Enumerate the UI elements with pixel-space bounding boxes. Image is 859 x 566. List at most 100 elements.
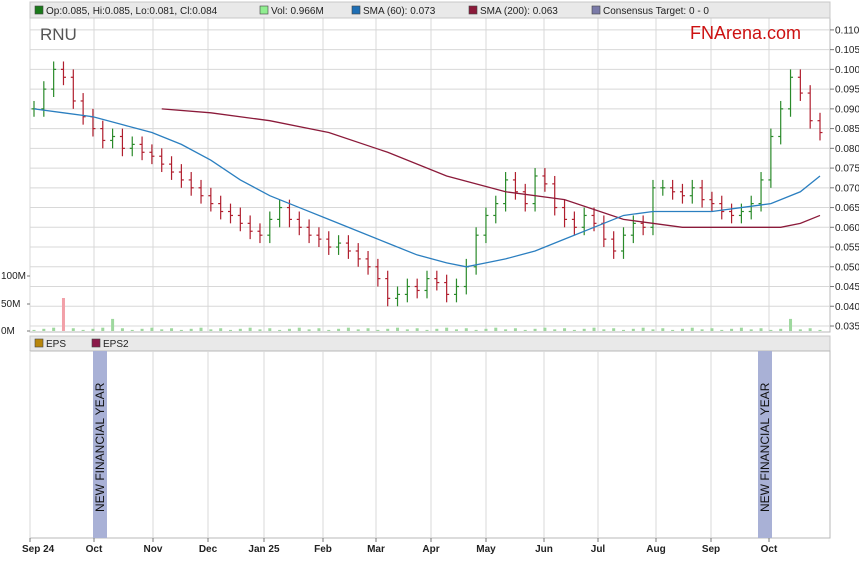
volume-bar xyxy=(504,329,508,331)
volume-bar xyxy=(81,329,85,331)
volume-bar xyxy=(219,328,223,331)
price-gridlines xyxy=(29,18,830,332)
volume-bar xyxy=(474,329,478,331)
y-tick-label: 0.080 xyxy=(835,144,859,155)
x-tick-label: Sep 24 xyxy=(22,544,55,555)
legend-bottom: EPS EPS2 xyxy=(34,338,129,350)
volume-bar xyxy=(661,328,665,331)
volume-bar xyxy=(602,329,606,331)
volume-bar xyxy=(513,328,517,331)
volume-bar xyxy=(533,328,537,331)
volume-bar xyxy=(572,329,576,331)
x-tick-label: Feb xyxy=(314,544,332,555)
x-tick-label: Dec xyxy=(199,544,218,555)
volume-bar xyxy=(464,328,468,331)
financial-year-band xyxy=(93,351,107,538)
volume-bar xyxy=(307,329,311,331)
legend-label: SMA (200): 0.063 xyxy=(480,6,558,17)
legend-label: SMA (60): 0.073 xyxy=(363,6,436,17)
eps-gridlines xyxy=(29,351,770,538)
volume-tick-label: 100M xyxy=(1,271,26,282)
volume-bar xyxy=(435,328,439,331)
volume-bar xyxy=(229,329,232,331)
legend-swatch xyxy=(351,5,361,15)
legend-top: Op:0.085, Hi:0.085, Lo:0.081, Cl:0.084 Vo… xyxy=(34,5,709,17)
volume-bar xyxy=(494,327,498,331)
volume-bar xyxy=(730,328,734,331)
volume-bars xyxy=(32,298,822,331)
volume-bar xyxy=(789,318,793,331)
y-tick-label: 0.035 xyxy=(835,322,859,333)
volume-bar xyxy=(366,328,370,331)
volume-bar xyxy=(376,329,380,331)
volume-bar xyxy=(91,328,95,331)
volume-bar xyxy=(42,328,46,331)
volume-bar xyxy=(543,327,547,331)
x-axis-ticks: Sep 24 Oct Nov Dec Jan 25 Feb Mar Apr May Jun Jul A… xyxy=(22,538,778,555)
volume-bar xyxy=(553,329,557,331)
volume-bar xyxy=(101,327,105,331)
volume-bar xyxy=(445,327,449,331)
volume-bar xyxy=(356,329,360,331)
legend-swatch xyxy=(259,5,269,15)
y-tick-label: 0.105 xyxy=(835,45,859,56)
eps-legend-bar xyxy=(29,335,831,352)
volume-bar xyxy=(71,328,75,331)
volume-bar xyxy=(179,329,183,331)
y-tick-label: 0.075 xyxy=(835,164,859,175)
price-panel xyxy=(29,17,831,333)
volume-bar xyxy=(582,328,586,331)
volume-bar xyxy=(651,329,655,331)
legend-label: Vol: 0.966M xyxy=(271,6,324,17)
legend-swatch xyxy=(34,5,44,15)
volume-axis-ticks: 100M 50M 0M xyxy=(1,271,30,337)
volume-bar xyxy=(278,329,282,331)
legend-label: Consensus Target: 0 - 0 xyxy=(603,6,709,17)
y-tick-label: 0.065 xyxy=(835,203,859,214)
volume-bar xyxy=(317,328,321,331)
legend-label: EPS xyxy=(46,339,66,350)
volume-bar xyxy=(150,327,154,331)
legend-label: EPS2 xyxy=(103,339,129,350)
x-tick-label: Oct xyxy=(761,544,778,555)
volume-bar xyxy=(641,327,645,331)
volume-bar xyxy=(396,327,400,331)
y-tick-label: 0.045 xyxy=(835,282,859,293)
financial-year-markers: NEW FINANCIAL YEAR NEW FINANCIAL YEAR xyxy=(93,351,772,538)
volume-bar xyxy=(749,329,753,331)
volume-bar xyxy=(798,329,802,331)
y-tick-label: 0.095 xyxy=(835,85,859,96)
x-tick-label: Apr xyxy=(422,544,439,555)
y-tick-label: 0.050 xyxy=(835,262,859,273)
x-tick-label: Jan 25 xyxy=(248,544,280,555)
volume-bar xyxy=(61,298,65,331)
financial-year-label: NEW FINANCIAL YEAR xyxy=(93,382,107,512)
volume-bar xyxy=(52,327,56,331)
volume-bar xyxy=(199,327,203,331)
volume-bar xyxy=(671,329,675,331)
legend-swatch xyxy=(34,338,44,348)
volume-bar xyxy=(287,328,291,331)
volume-bar xyxy=(759,328,763,331)
eps-panel xyxy=(29,350,831,539)
volume-bar xyxy=(238,328,242,331)
y-axis-ticks: 0.110 0.105 0.100 0.095 0.090 0.085 0.080 0.075… xyxy=(830,25,859,333)
legend-top-bar xyxy=(29,1,831,19)
legend-swatch xyxy=(591,5,601,15)
ticker-label: RNU xyxy=(40,25,77,44)
x-tick-label: Jun xyxy=(535,544,553,555)
volume-bar xyxy=(386,328,390,331)
volume-bar xyxy=(111,318,115,331)
legend-swatch xyxy=(91,338,101,348)
sma200-line xyxy=(161,108,821,228)
x-tick-label: Mar xyxy=(367,544,385,555)
volume-bar xyxy=(484,328,488,331)
y-tick-label: 0.085 xyxy=(835,124,859,135)
volume-bar xyxy=(779,328,783,331)
volume-bar xyxy=(631,328,635,331)
y-tick-label: 0.090 xyxy=(835,104,859,115)
volume-bar xyxy=(160,329,164,331)
volume-tick-label: 0M xyxy=(1,326,15,337)
volume-bar xyxy=(415,328,419,331)
